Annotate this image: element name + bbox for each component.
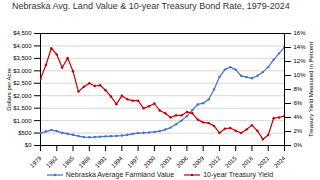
svg-text:10%: 10% — [294, 72, 307, 78]
svg-text:1985: 1985 — [61, 155, 75, 169]
svg-text:2021: 2021 — [257, 155, 271, 169]
svg-text:$4,000: $4,000 — [13, 43, 32, 49]
svg-text:Treasury Yield Measured in Per: Treasury Yield Measured in Percent — [308, 42, 314, 137]
svg-text:2003: 2003 — [159, 155, 173, 169]
svg-text:$1,000: $1,000 — [13, 118, 32, 124]
svg-text:$2,500: $2,500 — [13, 80, 32, 86]
html-text:Nebraska Average Farmland Valu: Nebraska Average Farmland Value — [65, 170, 175, 178]
svg-text:1982: 1982 — [45, 155, 59, 169]
svg-text:0%: 0% — [294, 142, 303, 148]
svg-text:$3,000: $3,000 — [13, 68, 32, 74]
svg-text:$4,500: $4,500 — [13, 30, 32, 36]
svg-text:2018: 2018 — [240, 155, 254, 169]
svg-text:2%: 2% — [294, 128, 303, 134]
html-text:Nebraska Avg. Land Value & 10-: Nebraska Avg. Land Value & 10-year Treas… — [12, 1, 290, 11]
svg-text:2000: 2000 — [143, 155, 157, 169]
svg-text:2024: 2024 — [273, 155, 287, 169]
svg-text:$3,500: $3,500 — [13, 55, 32, 61]
svg-text:$500: $500 — [18, 130, 32, 136]
svg-text:2006: 2006 — [175, 155, 189, 169]
html-text:10-year Treasury Yield: 10-year Treasury Yield — [203, 170, 274, 178]
svg-text:16%: 16% — [294, 30, 307, 36]
svg-text:2015: 2015 — [224, 155, 238, 169]
svg-text:1994: 1994 — [110, 155, 124, 169]
svg-text:1988: 1988 — [78, 155, 92, 169]
svg-text:1991: 1991 — [94, 155, 108, 169]
svg-text:12%: 12% — [294, 58, 307, 64]
svg-text:6%: 6% — [294, 100, 303, 106]
svg-text:1979: 1979 — [29, 155, 43, 169]
svg-text:14%: 14% — [294, 44, 307, 50]
svg-text:Dollars per Acre: Dollars per Acre — [6, 67, 12, 110]
svg-text:$2,000: $2,000 — [13, 93, 32, 99]
svg-text:2012: 2012 — [208, 155, 222, 169]
svg-text:$0: $0 — [25, 142, 32, 148]
svg-text:4%: 4% — [294, 114, 303, 120]
svg-text:$1,500: $1,500 — [13, 105, 32, 111]
svg-text:2009: 2009 — [192, 155, 206, 169]
svg-text:8%: 8% — [294, 86, 303, 92]
svg-text:1997: 1997 — [126, 155, 140, 169]
